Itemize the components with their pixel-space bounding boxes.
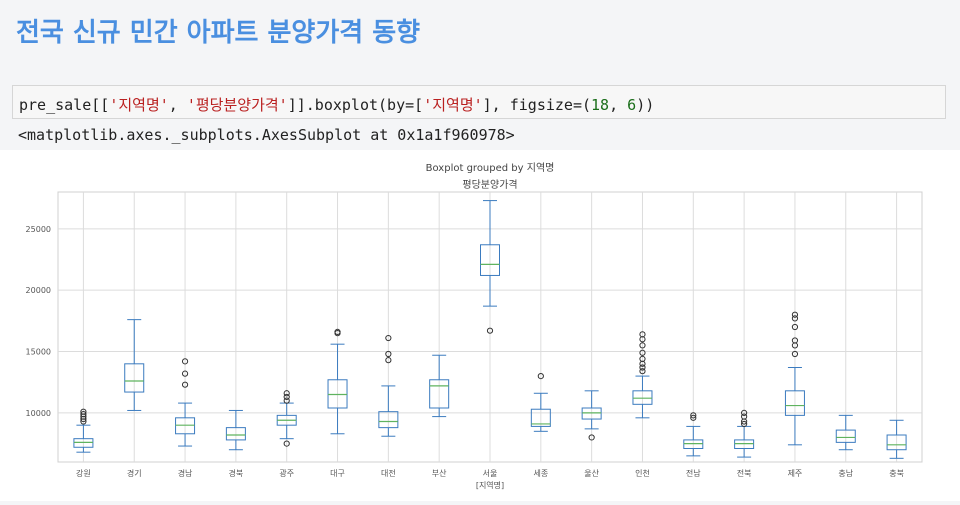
x-tick-label: 울산 [584, 468, 599, 478]
page-title: 전국 신규 민간 아파트 분양가격 동향 [16, 18, 421, 48]
output-text: <matplotlib.axes._subplots.AxesSubplot a… [18, 126, 515, 144]
chart-title: 평당분양가격 [462, 178, 517, 191]
x-tick-label: 대전 [381, 468, 396, 478]
outlier-point [80, 411, 87, 418]
outlier-point [639, 342, 646, 349]
outlier-point [385, 334, 392, 342]
code-token: ], figsize=( [482, 96, 592, 114]
outlier-point [283, 397, 290, 404]
x-tick-label: 충북 [889, 469, 904, 478]
outlier-point [181, 358, 189, 365]
outlier-point [283, 390, 290, 397]
box-iqr [886, 434, 907, 451]
chart-suptitle: Boxplot grouped by 지역명 [426, 162, 555, 174]
outlier-point [791, 350, 799, 358]
outlier-point [80, 408, 87, 415]
x-tick-label: 충남 [838, 469, 853, 478]
code-token: '지역명' [109, 96, 169, 114]
box-iqr [73, 438, 94, 448]
outlier-point [639, 364, 646, 371]
boxplot-chart: Boxplot grouped by 지역명 평당분양가격 [지역명] 1000… [26, 162, 923, 490]
outlier-point [741, 409, 748, 417]
x-tick-label: 전북 [737, 468, 752, 478]
box-iqr [835, 429, 856, 443]
box-iqr [225, 427, 246, 441]
outlier-point [181, 370, 189, 377]
outlier-point [334, 328, 341, 336]
code-token: )) [636, 96, 655, 114]
y-tick-label: 25000 [26, 225, 51, 234]
outlier-point [537, 372, 544, 380]
x-tick-label: 대구 [330, 469, 345, 478]
code-token: 18 [591, 96, 610, 114]
outlier-point [486, 327, 494, 334]
outlier-point [690, 412, 697, 419]
code-token: ]].boxplot(by=[ [287, 96, 424, 114]
code-token: pre_sale[[ [19, 96, 110, 114]
outlier-point [741, 413, 748, 420]
box-iqr [175, 417, 196, 435]
outlier-point [791, 315, 799, 322]
code-token: , [609, 96, 628, 114]
x-tick-label: 경북 [229, 468, 244, 478]
y-tick-label: 10000 [26, 409, 51, 418]
outlier-point [283, 440, 290, 447]
outlier-point [639, 355, 646, 363]
box-iqr [429, 379, 450, 409]
code-token: '평당분양가격' [186, 96, 288, 114]
plot-area: Boxplot grouped by 지역명 평당분양가격 [지역명] 1000… [0, 150, 960, 501]
x-tick-label: 인천 [635, 468, 650, 478]
outlier-point [690, 414, 697, 421]
x-tick-label: 부산 [432, 468, 447, 478]
plot-group: 10000 15000 20000 25000 강원 경기 경남 경북 광주 대구 대전 부산 서울 세종… [26, 191, 923, 478]
outlier-point [588, 434, 595, 441]
box-iqr [124, 363, 145, 393]
outlier-point [385, 350, 392, 358]
x-tick-label: 광주 [279, 468, 294, 478]
code-token: 6 [627, 96, 637, 114]
code-cell[interactable]: pre_sale[['지역명', '평당분양가격']].boxplot(by=[… [12, 85, 946, 119]
y-tick-label: 15000 [26, 348, 51, 357]
box-iqr [632, 390, 653, 405]
outlier-point [639, 331, 646, 338]
outlier-point [791, 323, 799, 331]
code-token: , [168, 96, 187, 114]
outlier-point [791, 337, 799, 344]
box-iqr [327, 379, 348, 409]
x-tick-label: 세종 [533, 469, 548, 478]
box-iqr [581, 407, 602, 420]
outlier-point [791, 311, 799, 318]
box-iqr [734, 439, 755, 449]
x-tick-label: 경기 [127, 468, 142, 478]
outlier-point [639, 368, 646, 375]
x-tick-label: 강원 [76, 468, 91, 478]
box-iqr [480, 244, 500, 276]
box-iqr [530, 408, 551, 427]
box-iqr [683, 439, 704, 449]
x-axis-label: [지역명] [476, 480, 504, 490]
x-tick-label: 서울 [483, 469, 498, 478]
box-iqr [378, 411, 399, 429]
x-tick-label: 경남 [178, 468, 193, 478]
outlier-point [181, 381, 189, 388]
y-tick-label: 20000 [26, 286, 51, 295]
outlier-point [283, 393, 290, 401]
x-tick-label: 전남 [686, 468, 701, 478]
outlier-point [741, 420, 748, 428]
outlier-point [385, 357, 392, 364]
x-tick-label: 제주 [788, 469, 803, 478]
outlier-point [639, 349, 646, 356]
box-iqr [784, 390, 805, 416]
code-line[interactable]: pre_sale[['지역명', '평당분양가격']].boxplot(by=[… [19, 94, 654, 115]
code-token: '지역명' [423, 96, 483, 114]
